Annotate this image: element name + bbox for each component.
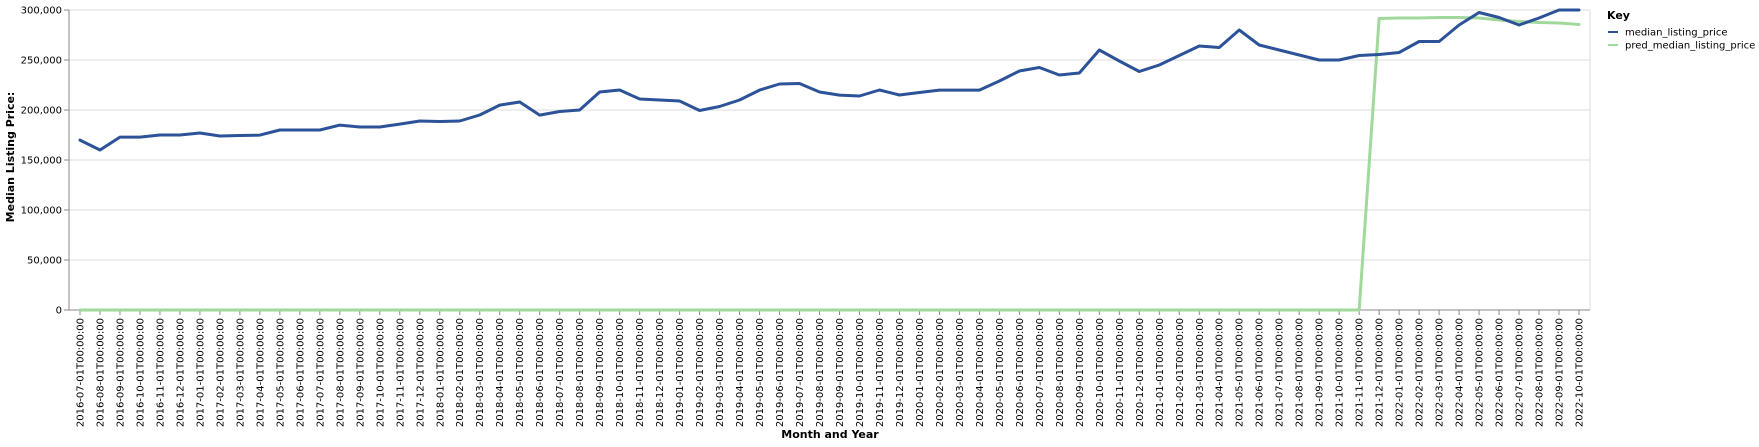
x-tick-label: 2016-09-01T00:00:00 — [115, 318, 126, 427]
x-tick-label: 2019-01-01T00:00:00 — [675, 318, 686, 427]
x-tick-label: 2018-12-01T00:00:00 — [655, 318, 666, 427]
x-tick-label: 2020-01-01T00:00:00 — [915, 318, 926, 427]
x-tick-label: 2016-11-01T00:00:00 — [155, 318, 166, 427]
x-tick-label: 2021-11-01T00:00:00 — [1355, 318, 1366, 427]
x-tick-label: 2022-08-01T00:00:00 — [1535, 318, 1546, 427]
x-tick-label: 2022-02-01T00:00:00 — [1415, 318, 1426, 427]
y-tick-label: 300,000 — [21, 6, 62, 17]
x-tick-label: 2022-03-01T00:00:00 — [1435, 318, 1446, 427]
grid-lines — [69, 9, 1591, 311]
x-tick-label: 2022-10-01T00:00:00 — [1575, 318, 1586, 427]
x-tick-label: 2017-06-01T00:00:00 — [295, 318, 306, 427]
x-tick-label: 2018-05-01T00:00:00 — [515, 318, 526, 427]
x-tick-label: 2019-07-01T00:00:00 — [795, 318, 806, 427]
x-axis: 2016-07-01T00:00:00 2016-08-01T00:00:00 20… — [69, 309, 1590, 427]
x-tick-label: 2020-02-01T00:00:00 — [935, 318, 946, 427]
x-tick-label: 2017-02-01T00:00:00 — [215, 318, 226, 427]
y-tick-label: 250,000 — [21, 56, 62, 67]
y-axis-title: Median Listing Price: — [4, 92, 17, 223]
x-tick-label: 2021-02-01T00:00:00 — [1175, 318, 1186, 427]
x-tick-label: 2019-03-01T00:00:00 — [715, 318, 726, 427]
x-tick-label: 2019-09-01T00:00:00 — [835, 318, 846, 427]
x-tick-label: 2021-04-01T00:00:00 — [1215, 318, 1226, 427]
x-tick-label: 2021-10-01T00:00:00 — [1335, 318, 1346, 427]
x-tick-label: 2017-10-01T00:00:00 — [375, 318, 386, 427]
x-tick-label: 2017-03-01T00:00:00 — [235, 318, 246, 427]
x-tick-label: 2019-04-01T00:00:00 — [735, 318, 746, 427]
y-axis: 0 50,000 100,000 150,000 200,000 250,000 300,0… — [21, 6, 70, 317]
x-tick-label: 2020-12-01T00:00:00 — [1135, 318, 1146, 427]
x-tick-label: 2020-06-01T00:00:00 — [1015, 318, 1026, 427]
x-axis-title: Month and Year — [781, 428, 879, 441]
x-tick-label: 2018-10-01T00:00:00 — [615, 318, 626, 427]
x-tick-label: 2017-04-01T00:00:00 — [255, 318, 266, 427]
x-tick-label: 2018-06-01T00:00:00 — [535, 318, 546, 427]
x-tick-label: 2022-01-01T00:00:00 — [1395, 318, 1406, 427]
x-tick-label: 2022-06-01T00:00:00 — [1495, 318, 1506, 427]
x-tick-label: 2018-02-01T00:00:00 — [455, 318, 466, 427]
x-tick-label: 2016-12-01T00:00:00 — [175, 318, 186, 427]
x-tick-label: 2020-08-01T00:00:00 — [1055, 318, 1066, 427]
x-tick-label: 2021-09-01T00:00:00 — [1315, 318, 1326, 427]
x-tick-label: 2017-05-01T00:00:00 — [275, 318, 286, 427]
x-tick-label: 2018-09-01T00:00:00 — [595, 318, 606, 427]
x-tick-label: 2022-05-01T00:00:00 — [1475, 318, 1486, 427]
x-tick-label: 2016-08-01T00:00:00 — [95, 318, 106, 427]
x-tick-label: 2017-09-01T00:00:00 — [355, 318, 366, 427]
x-tick-label: 2017-11-01T00:00:00 — [395, 318, 406, 427]
x-tick-label: 2016-10-01T00:00:00 — [135, 318, 146, 427]
x-tick-label: 2019-11-01T00:00:00 — [875, 318, 886, 427]
x-tick-label: 2018-11-01T00:00:00 — [635, 318, 646, 427]
series-line-median-listing-price — [78, 8, 1581, 152]
y-tick-label: 0 — [56, 306, 62, 317]
y-tick-label: 100,000 — [21, 206, 62, 217]
x-tick-label: 2020-07-01T00:00:00 — [1035, 318, 1046, 427]
x-tick-label: 2022-09-01T00:00:00 — [1555, 318, 1566, 427]
x-tick-label: 2021-12-01T00:00:00 — [1375, 318, 1386, 427]
y-tick-label: 50,000 — [27, 256, 62, 267]
x-tick-label: 2020-04-01T00:00:00 — [975, 318, 986, 427]
x-tick-label: 2019-06-01T00:00:00 — [775, 318, 786, 427]
x-tick-label: 2020-03-01T00:00:00 — [955, 318, 966, 427]
legend-label: pred_median_listing_price — [1625, 41, 1755, 52]
x-tick-label: 2018-07-01T00:00:00 — [555, 318, 566, 427]
x-tick-label: 2021-08-01T00:00:00 — [1295, 318, 1306, 427]
x-tick-label: 2018-03-01T00:00:00 — [475, 318, 486, 427]
x-tick-label: 2019-02-01T00:00:00 — [695, 318, 706, 427]
x-tick-label: 2021-03-01T00:00:00 — [1195, 318, 1206, 427]
x-tick-label: 2018-04-01T00:00:00 — [495, 318, 506, 427]
legend-title: Key — [1607, 9, 1630, 22]
x-tick-label: 2017-08-01T00:00:00 — [335, 318, 346, 427]
x-tick-label: 2021-06-01T00:00:00 — [1255, 318, 1266, 427]
x-tick-label: 2017-01-01T00:00:00 — [195, 318, 206, 427]
x-tick-label: 2021-05-01T00:00:00 — [1235, 318, 1246, 427]
x-tick-label: 2019-12-01T00:00:00 — [895, 318, 906, 427]
x-tick-label: 2017-07-01T00:00:00 — [315, 318, 326, 427]
x-tick-label: 2019-05-01T00:00:00 — [755, 318, 766, 427]
x-tick-label: 2018-08-01T00:00:00 — [575, 318, 586, 427]
x-tick-label: 2018-01-01T00:00:00 — [435, 318, 446, 427]
x-tick-label: 2022-04-01T00:00:00 — [1455, 318, 1466, 427]
x-tick-label: 2020-10-01T00:00:00 — [1095, 318, 1106, 427]
legend: Key median_listing_price pred_median_list… — [1607, 9, 1755, 52]
legend-label: median_listing_price — [1625, 28, 1728, 39]
x-tick-label: 2021-07-01T00:00:00 — [1275, 318, 1286, 427]
x-tick-label: 2017-12-01T00:00:00 — [415, 318, 426, 427]
x-tick-label: 2019-10-01T00:00:00 — [855, 318, 866, 427]
y-tick-label: 150,000 — [21, 156, 62, 167]
x-tick-label: 2021-01-01T00:00:00 — [1155, 318, 1166, 427]
series-lines — [78, 8, 1581, 312]
x-tick-label: 2022-07-01T00:00:00 — [1515, 318, 1526, 427]
x-tick-label: 2020-11-01T00:00:00 — [1115, 318, 1126, 427]
x-tick-label: 2020-05-01T00:00:00 — [995, 318, 1006, 427]
x-tick-label: 2016-07-01T00:00:00 — [76, 318, 87, 427]
x-tick-label: 2020-09-01T00:00:00 — [1075, 318, 1086, 427]
series-line-pred-median-listing-price — [78, 16, 1581, 312]
x-tick-label: 2019-08-01T00:00:00 — [815, 318, 826, 427]
y-tick-label: 200,000 — [21, 106, 62, 117]
